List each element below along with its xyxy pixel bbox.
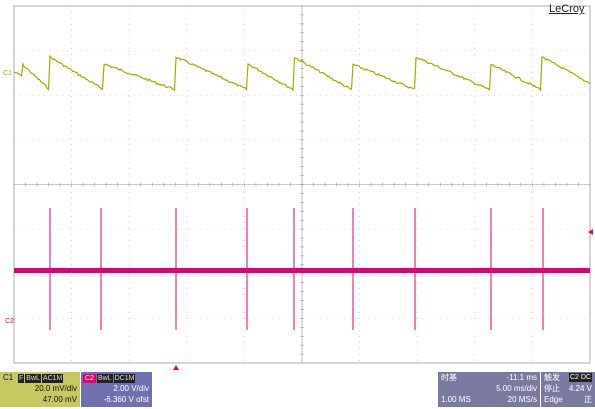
c2-baseline — [14, 268, 590, 273]
c2-marker[interactable]: C2 — [5, 318, 14, 325]
graticule — [13, 5, 591, 364]
c1-descriptor[interactable]: C1 F BwL AC1M 20.0 mV/div 47.00 mV — [0, 372, 80, 407]
c2-offset: -6.360 V ofst — [103, 395, 149, 404]
c1-coupling-tag: AC1M — [41, 374, 64, 383]
c1-volts-div: 20.0 mV/div — [34, 384, 77, 393]
timebase-points: 1.00 MS — [441, 395, 471, 404]
c2-descriptor[interactable]: C2 BwL DC1M 2.00 V/div -6.360 V ofst — [81, 372, 152, 407]
trigger-slope: 正 — [584, 395, 592, 404]
trigger-channel-tag: C2 DC — [568, 373, 592, 382]
c2-volts-div: 2.00 V/div — [113, 384, 149, 393]
c2-waveform — [14, 208, 590, 330]
trigger-level-arrow[interactable] — [588, 229, 593, 235]
trigger-status: 停止 — [544, 384, 560, 393]
c1-waveform — [13, 54, 591, 92]
timebase-title: 时基 — [441, 373, 457, 382]
trigger-descriptor[interactable]: 触发 C2 DC 停止 4.24 V Edge 正 — [541, 372, 595, 407]
c1-bwl-tag: BwL — [25, 374, 41, 383]
trigger-title: 触发 — [544, 373, 560, 382]
c1-offset: 47.00 mV — [42, 395, 77, 404]
c1-filter-tag: F — [18, 374, 25, 383]
c1-label: C1 — [3, 373, 14, 382]
c2-coupling-tag: DC1M — [113, 374, 136, 383]
c2-label: C2 — [83, 374, 96, 383]
lecroy-logo: LeCroy — [549, 3, 585, 15]
c2-bwl-tag: BwL — [96, 374, 113, 383]
timebase-descriptor[interactable]: 时基 -11.1 ms 5.00 ms/div 1.00 MS 20 MS/s — [438, 372, 540, 407]
trigger-type: Edge — [544, 395, 563, 404]
trigger-position-arrow[interactable] — [173, 365, 179, 370]
timebase-delay: -11.1 ms — [506, 373, 537, 382]
timebase-sample-rate: 20 MS/s — [507, 395, 537, 404]
trigger-level: 4.24 V — [568, 384, 592, 393]
timebase-time-div: 5.00 ms/div — [496, 384, 537, 393]
c1-marker[interactable]: C1 — [3, 70, 12, 77]
